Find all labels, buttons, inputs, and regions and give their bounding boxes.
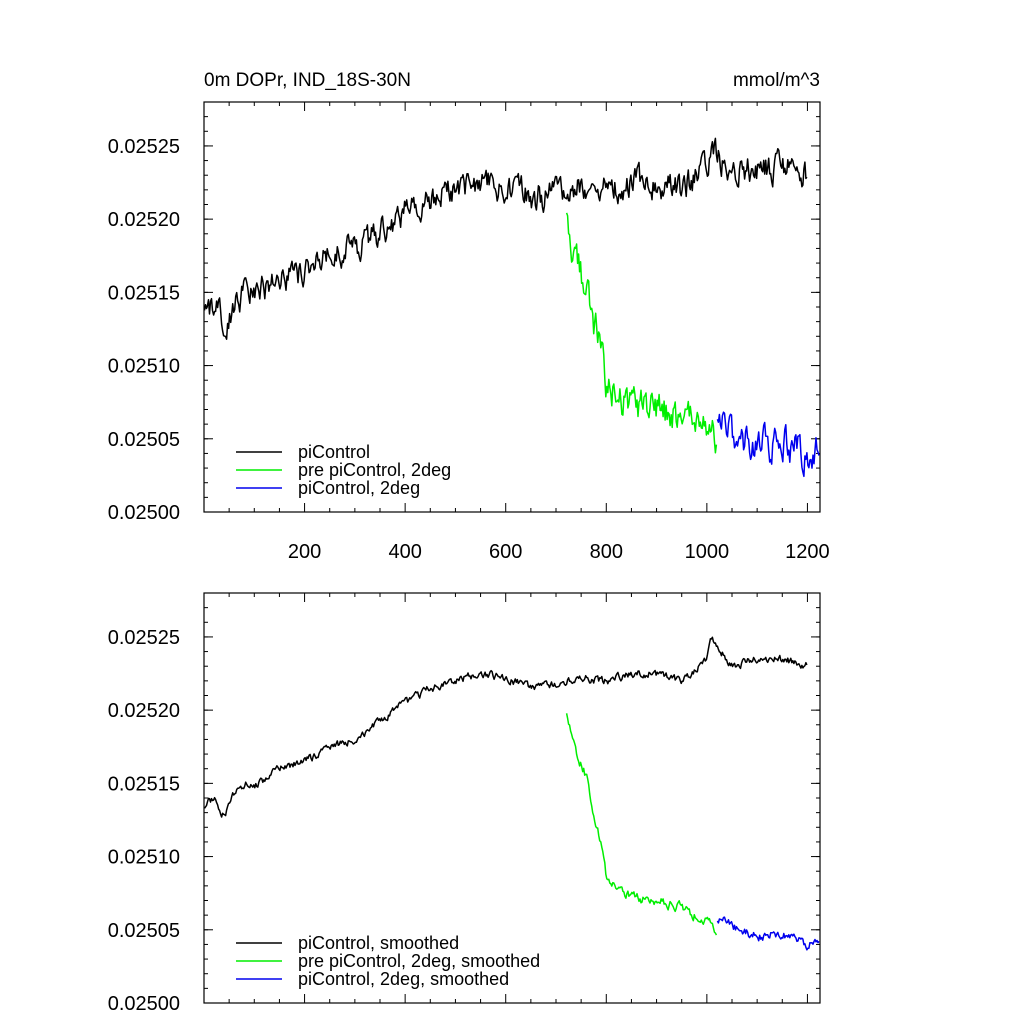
x-tick-label: 1000 bbox=[685, 541, 730, 563]
x-tick-label: 800 bbox=[590, 541, 623, 563]
y-tick-label: 0.02510 bbox=[108, 847, 180, 869]
x-tick-label: 200 bbox=[288, 541, 321, 563]
x-tick-label: 1200 bbox=[785, 541, 830, 563]
series-line bbox=[203, 137, 808, 340]
y-tick-label: 0.02520 bbox=[108, 700, 180, 722]
legend-label: piControl, 2deg, smoothed bbox=[298, 969, 509, 989]
y-tick-label: 0.02500 bbox=[108, 502, 180, 524]
series-line bbox=[565, 713, 718, 936]
y-tick-label: 0.02525 bbox=[108, 627, 180, 649]
legend-label: pre piControl, 2deg, smoothed bbox=[298, 951, 540, 971]
y-tick-label: 0.02500 bbox=[108, 993, 180, 1015]
y-tick-label: 0.02505 bbox=[108, 920, 180, 942]
y-tick-label: 0.02525 bbox=[108, 136, 180, 158]
y-tick-label: 0.02505 bbox=[108, 429, 180, 451]
plot-frame bbox=[203, 592, 821, 1004]
plot-frame bbox=[203, 101, 821, 513]
x-tick-label: 600 bbox=[489, 541, 522, 563]
legend-label: pre piControl, 2deg bbox=[298, 460, 451, 480]
top-plot-panel: 200 400 600 800 1000 1200 0.02500 0.02505 0.0251… bbox=[108, 101, 830, 563]
series-line bbox=[716, 411, 820, 478]
legend-label: piControl, smoothed bbox=[298, 933, 459, 953]
y-tick-label: 0.02520 bbox=[108, 209, 180, 231]
y-tick-label: 0.02515 bbox=[108, 773, 180, 795]
series-line bbox=[203, 636, 808, 818]
x-tick-label: 400 bbox=[388, 541, 421, 563]
series-line bbox=[565, 212, 718, 454]
chart-title-left: 0m DOPr, IND_18S-30N bbox=[204, 70, 411, 91]
legend-label: piControl, 2deg bbox=[298, 478, 420, 498]
series-line bbox=[716, 916, 820, 951]
bottom-plot-panel: 0.02500 0.02505 0.02510 0.02515 0.02520 0.025… bbox=[108, 592, 821, 1015]
y-tick-label: 0.02515 bbox=[108, 282, 180, 304]
legend-label: piControl bbox=[298, 442, 370, 462]
y-tick-label: 0.02510 bbox=[108, 356, 180, 378]
chart-title-right: mmol/m^3 bbox=[733, 70, 820, 91]
